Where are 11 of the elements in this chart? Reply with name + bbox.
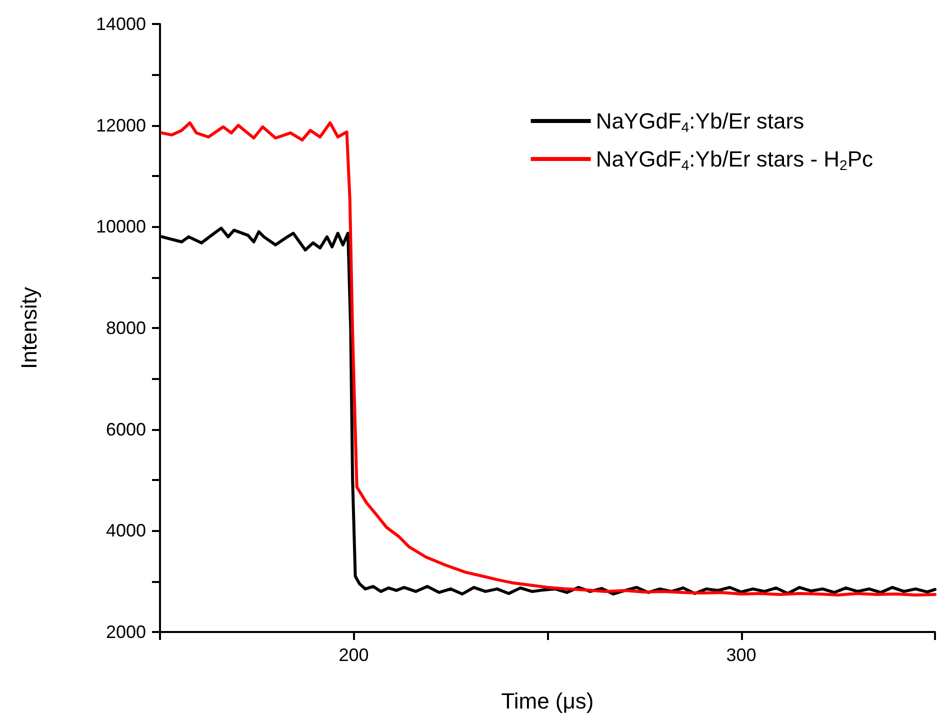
x-axis-title: Time (μs) <box>501 688 594 714</box>
y-tick-label: 4000 <box>106 520 146 541</box>
y-tick-label: 6000 <box>106 419 146 440</box>
y-tick-label: 2000 <box>106 622 146 642</box>
y-tick-label: 10000 <box>96 216 146 237</box>
x-tick-label: 200 <box>338 645 369 665</box>
x-tick-label: 300 <box>726 645 756 665</box>
y-tick-label: 12000 <box>96 115 146 136</box>
y-axis-title: Intensity <box>16 287 42 369</box>
y-tick-label: 14000 <box>96 14 146 34</box>
y-tick-label: 8000 <box>106 318 146 338</box>
